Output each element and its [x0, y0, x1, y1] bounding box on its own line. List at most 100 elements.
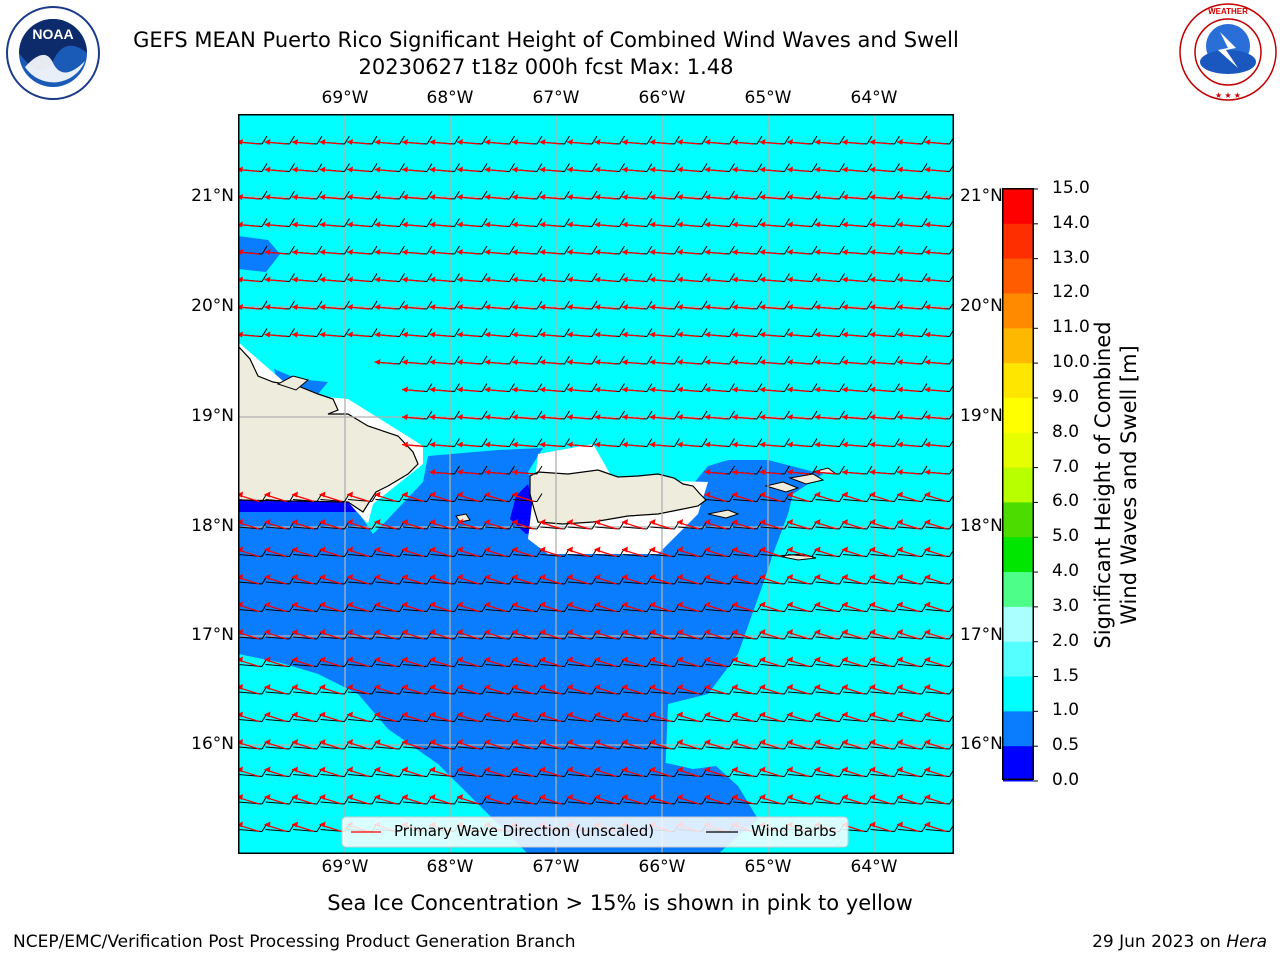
wave-arrow [291, 221, 315, 228]
wave-arrow [346, 546, 370, 558]
wave-arrow [594, 546, 617, 558]
wave-arrow [319, 249, 342, 255]
wave-arrow [896, 574, 920, 585]
wave-arrow [786, 194, 810, 200]
wave-arrow [238, 684, 260, 695]
wave-arrow [786, 546, 810, 558]
wave-arrow [786, 794, 810, 805]
wave-arrow [924, 359, 947, 365]
wave-arrow [511, 519, 535, 530]
wave-arrow [621, 359, 645, 365]
wave-arrow [346, 221, 370, 228]
colorbar-bin [1003, 293, 1033, 329]
lat-label-left: 21°N [191, 186, 234, 206]
wave-arrow [621, 656, 645, 668]
wave-arrow [731, 194, 755, 200]
wave-arrow [484, 574, 507, 585]
wave-arrow [841, 739, 865, 750]
wave-arrow [238, 574, 260, 585]
wave-arrow [566, 414, 590, 420]
wave-arrow [731, 469, 755, 475]
wave-arrow [264, 656, 287, 668]
wave-arrow [374, 519, 397, 530]
wave-arrow [869, 794, 892, 805]
wave-arrow [484, 601, 507, 613]
wave-arrow [264, 574, 287, 585]
wave-arrow [484, 766, 507, 778]
wave-arrow [484, 331, 507, 338]
wave-arrow [456, 469, 480, 475]
wave-arrow [621, 519, 645, 530]
wave-arrow [346, 766, 370, 778]
wave-arrow [924, 221, 947, 228]
wave-arrow [621, 794, 645, 805]
wave-arrow [594, 519, 617, 530]
wave-arrow [704, 331, 727, 338]
wave-arrow [484, 546, 507, 558]
wave-arrow [346, 656, 370, 668]
wave-arrow [924, 276, 947, 283]
wave-arrow [539, 441, 562, 448]
wave-arrow [621, 249, 645, 255]
wave-arrow [539, 574, 562, 585]
wave-arrow [401, 519, 425, 530]
wave-arrow [511, 711, 535, 723]
svg-text:WEATHER: WEATHER [1208, 7, 1248, 16]
wave-arrow [319, 166, 342, 173]
wave-arrow [759, 359, 782, 365]
wave-arrow [676, 166, 700, 173]
wave-arrow [786, 359, 810, 365]
wave-arrow [924, 491, 947, 503]
wave-arrow [291, 821, 315, 833]
wave-arrow [621, 629, 645, 640]
wave-arrow [566, 546, 590, 558]
wave-arrow [704, 304, 727, 310]
wave-arrow [484, 221, 507, 228]
wave-arrow [924, 821, 947, 833]
wave-arrow [759, 304, 782, 310]
wave-arrow [924, 766, 947, 778]
wave-arrow [924, 331, 947, 338]
wave-arrow [594, 194, 617, 200]
wave-arrow [238, 601, 260, 613]
wave-arrow [676, 574, 700, 585]
wave-arrow [621, 139, 645, 145]
lon-label-top: 69°W [321, 88, 369, 108]
wave-arrow [814, 656, 837, 668]
lat-label-left: 16°N [191, 734, 234, 754]
wave-band-0-5-1-0 [238, 448, 823, 854]
colorbar-label-line2: Wind Waves and Swell [m] [1117, 345, 1141, 625]
wave-arrow [896, 166, 920, 173]
wave-arrow [649, 546, 672, 558]
wave-arrow [676, 331, 700, 338]
lon-label-bottom: 68°W [426, 857, 474, 877]
wave-arrow [621, 331, 645, 338]
wave-arrow [319, 821, 342, 833]
map-frame [238, 114, 954, 854]
wave-arrow [841, 331, 865, 338]
wave-arrow [649, 139, 672, 145]
wave-arrow [869, 139, 892, 145]
wave-arrow [731, 766, 755, 778]
wave-arrow [456, 276, 480, 283]
wave-arrow [814, 491, 837, 503]
wave-arrow [429, 166, 452, 173]
wave-arrow [319, 304, 342, 310]
wave-arrow [429, 221, 452, 228]
wave-arrow [594, 441, 617, 448]
wave-arrow [869, 249, 892, 255]
wave-arrow [731, 359, 755, 365]
wave-arrow [566, 276, 590, 283]
wave-arrow [319, 684, 342, 695]
wave-arrow [238, 304, 260, 310]
wave-arrow [264, 331, 287, 338]
wave-arrow [264, 491, 287, 503]
colorbar-bin [1003, 258, 1033, 294]
wave-arrow [841, 574, 865, 585]
wave-arrow [346, 166, 370, 173]
wave-arrow [456, 414, 480, 420]
legend-wave-direction: Primary Wave Direction (unscaled) [394, 822, 655, 840]
colorbar-tick-label: 11.0 [1052, 317, 1090, 338]
wave-arrow [814, 304, 837, 310]
wave-arrow [676, 766, 700, 778]
